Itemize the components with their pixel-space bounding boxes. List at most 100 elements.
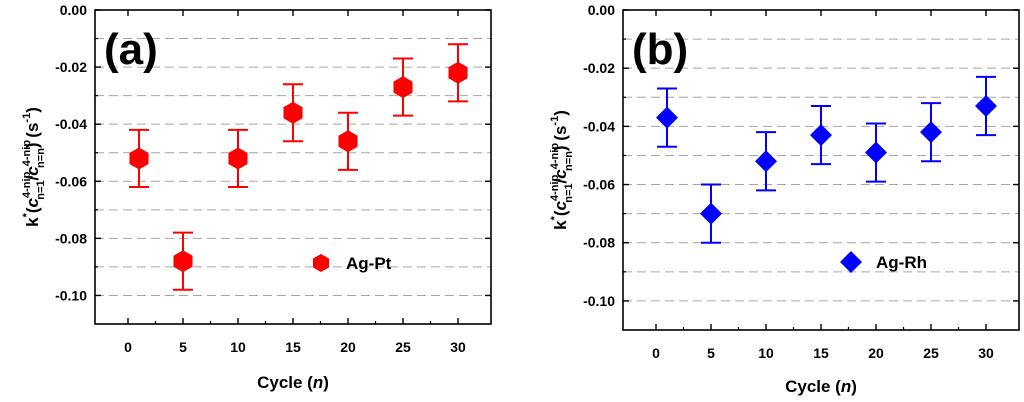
data-point-a: [129, 128, 149, 188]
y-title-a-unit-sup: -1: [21, 113, 33, 123]
y-title-a-close: ): [23, 107, 42, 113]
x-tick-label-a: 0: [124, 339, 132, 355]
y-title-b-open: (: [551, 210, 570, 216]
y-tick-label-a: -0.04: [55, 116, 87, 132]
data-point-a: [228, 128, 248, 188]
x-tick-label-a: 10: [230, 339, 246, 355]
y-title-a-unit: ) (s: [23, 123, 42, 149]
y-title-a-k: k: [23, 217, 42, 227]
y-title-b-slash: /: [551, 178, 570, 183]
legend-label-ag-rh: Ag-Rh: [876, 253, 927, 272]
y-title-b-c2: c: [551, 169, 570, 179]
y-tick-label-a: -0.06: [55, 173, 87, 189]
marker-b: [975, 95, 997, 117]
y-title-b-k: k: [551, 220, 570, 230]
legend-label-ag-pt: Ag-Pt: [346, 254, 392, 273]
marker-a: [338, 130, 358, 153]
x-ticks-a: 0 5 10 15 20 25 30: [124, 10, 466, 355]
marker-a: [129, 147, 149, 170]
x-tick-label-b: 30: [978, 345, 994, 361]
marker-b: [865, 141, 887, 164]
y-title-b-c1: c: [551, 200, 570, 210]
x-tick-label-a: 25: [395, 339, 411, 355]
data-point-a: [338, 111, 358, 171]
y-title-b-sub1: n=1: [563, 183, 575, 202]
y-axis-title-a: k*(c4-nip n=1/c4-nip n=n) (s-1): [21, 107, 47, 227]
data-point-b: [810, 105, 832, 166]
y-title-a-star: *: [21, 212, 33, 217]
marker-a: [393, 76, 413, 99]
y-ticks-b: 0.00 -0.02 -0.04 -0.06 -0.08 -0.10: [583, 2, 1019, 309]
x-axis-title-b-var: n: [841, 377, 851, 396]
y-tick-label-b: 0.00: [588, 2, 615, 18]
data-point-b: [656, 87, 678, 148]
data-point-a: [173, 231, 193, 291]
y-title-b-sub2: n=n: [563, 151, 575, 171]
y-title-a-c1: c: [23, 197, 42, 207]
x-tick-label-b: 10: [758, 345, 774, 361]
x-tick-label-a: 30: [450, 339, 466, 355]
marker-b: [700, 202, 722, 225]
marker-a: [283, 101, 303, 124]
data-point-b: [700, 183, 722, 244]
legend-marker-ag-pt: [313, 254, 329, 272]
y-title-b-unit: ) (s: [551, 126, 570, 152]
y-title-a-open: (: [23, 207, 42, 213]
x-axis-title-a-end: ): [323, 373, 329, 392]
points-a: [129, 43, 468, 291]
y-tick-label-b: -0.02: [583, 60, 615, 76]
x-tick-label-a: 15: [285, 339, 301, 355]
x-tick-label-b: 0: [652, 345, 660, 361]
marker-a: [448, 61, 468, 84]
x-axis-title-b-main: Cycle (: [785, 377, 841, 396]
panel-label-a: (a): [104, 25, 158, 74]
data-point-b: [975, 75, 997, 137]
data-point-b: [920, 102, 942, 163]
legend-marker-ag-rh: [840, 251, 862, 273]
y-title-b-close: ): [551, 110, 570, 116]
marker-b: [920, 121, 942, 144]
y-title-b-star: *: [549, 215, 561, 220]
x-tick-label-b: 20: [868, 345, 884, 361]
y-tick-label-a: -0.02: [55, 59, 87, 75]
x-axis-title-a-main: Cycle (: [257, 373, 313, 392]
panel-b: 0.00 -0.02 -0.04 -0.06 -0.08 -0.10 0 5 10 15 20 25…: [549, 2, 1020, 396]
data-point-a: [393, 57, 413, 117]
panel-a: 0.00 -0.02 -0.04 -0.06 -0.08 -0.10 0 5 10 15 20 25…: [21, 2, 492, 392]
y-tick-label-a: -0.08: [55, 230, 87, 246]
y-ticks-a: 0.00 -0.02 -0.04 -0.06 -0.08 -0.10: [55, 2, 491, 303]
marker-b: [810, 124, 832, 147]
x-axis-title-b: Cycle (n): [785, 377, 857, 396]
x-ticks-b: 0 5 10 15 20 25 30: [652, 10, 994, 361]
y-tick-label-a: 0.00: [60, 2, 87, 18]
y-title-b-unit-sup: -1: [549, 116, 561, 126]
data-point-a: [448, 43, 468, 103]
x-tick-label-b: 5: [707, 345, 715, 361]
points-b: [656, 75, 997, 244]
y-title-a-slash: /: [23, 175, 42, 180]
y-tick-label-b: -0.08: [583, 235, 615, 251]
y-axis-title-b: k*(c4-nip n=1/c4-nip n=n) (s-1): [549, 110, 575, 230]
y-tick-label-b: -0.06: [583, 177, 615, 193]
y-title-a-c2: c: [23, 166, 42, 176]
grid-b: [623, 38, 1019, 331]
marker-b: [755, 150, 777, 173]
y-title-a-sub2: n=n: [35, 148, 47, 168]
x-tick-label-a: 5: [179, 339, 187, 355]
x-tick-label-a: 20: [340, 339, 356, 355]
grid-a: [95, 38, 491, 325]
y-title-a-sup1: 4-nip: [21, 171, 33, 198]
panel-label-b: (b): [632, 25, 688, 74]
y-title-a-sup2: 4-nip: [21, 140, 33, 167]
y-title-b-sup2: 4-nip: [549, 143, 561, 170]
x-tick-label-b: 15: [813, 345, 829, 361]
x-axis-title-a: Cycle (n): [257, 373, 329, 392]
data-point-b: [755, 131, 777, 192]
x-axis-title-a-var: n: [313, 373, 323, 392]
y-tick-label-b: -0.04: [583, 118, 615, 134]
data-point-a: [283, 83, 303, 143]
x-tick-label-b: 25: [923, 345, 939, 361]
x-axis-title-b-end: ): [851, 377, 857, 396]
